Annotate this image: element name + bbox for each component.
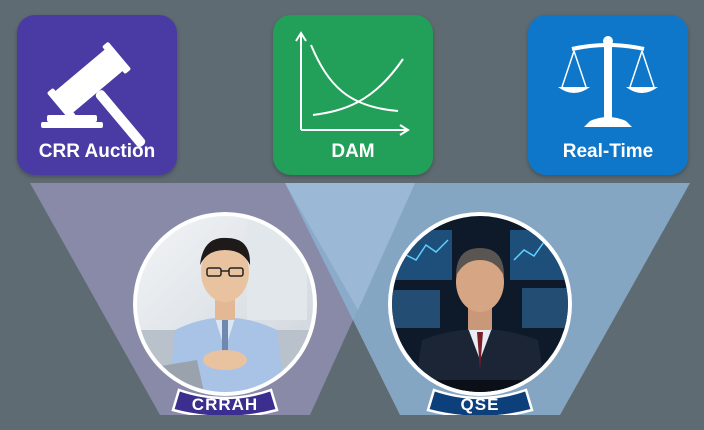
balance-scale-icon	[558, 36, 658, 127]
participant-label: QSE	[461, 395, 500, 414]
participant-label: CRRAH	[192, 395, 258, 414]
gavel-icon	[41, 42, 146, 147]
tile-label: DAM	[331, 141, 375, 162]
tile-crr-auction[interactable]: CRR Auction	[17, 15, 177, 175]
participant-crrah[interactable]: CRRAH	[127, 210, 323, 420]
avatar-businessman-icon: CRRAH	[133, 212, 317, 419]
tile-label: Real-Time	[562, 141, 654, 162]
tile-dam[interactable]: DAM	[273, 15, 433, 175]
supply-demand-curve-icon	[295, 31, 410, 136]
avatar-trader-icon: QSE	[388, 212, 572, 419]
funnel-overlap	[285, 183, 415, 310]
participant-qse[interactable]: QSE	[382, 210, 578, 420]
tile-real-time[interactable]: Real-Time	[528, 15, 688, 175]
tile-label: CRR Auction	[38, 141, 156, 162]
